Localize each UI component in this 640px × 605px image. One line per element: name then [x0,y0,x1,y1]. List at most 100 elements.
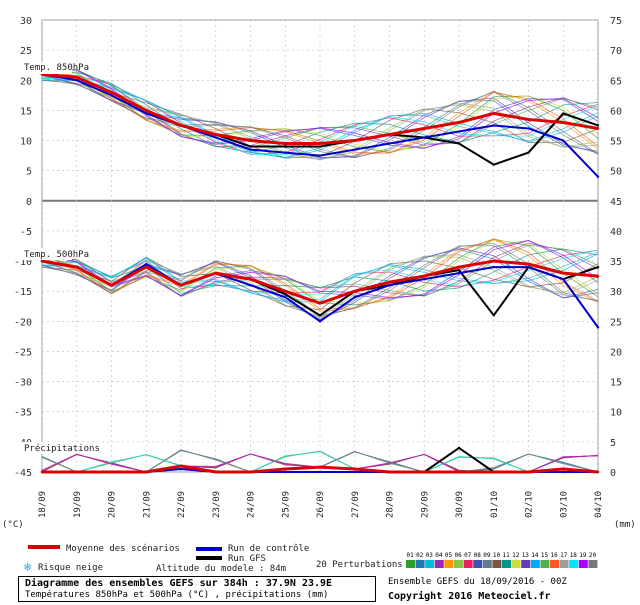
perturb-swatch [569,560,579,568]
left-tick-label: -30 [14,378,32,389]
x-tick-label: 19/09 [73,491,83,518]
t850-control-line-point [596,175,600,178]
t500-gfs-line-point [284,293,287,296]
perturb-number: 05 [445,552,453,559]
perturb-number: 09 [483,552,491,559]
perturb-swatch [434,560,444,568]
t850-control-line-point [145,112,148,115]
left-tick-label: -10 [14,257,32,268]
perturb-swatch [559,560,569,568]
perturbation-t850-line [41,67,599,152]
t850-control-line-point [75,79,78,82]
legend-mean-label: Moyenne des scénarios [66,543,180,554]
x-tick-label: 27/09 [351,491,361,518]
perturb-swatch [530,560,540,568]
t500-control-line-point [353,296,356,299]
t850-control-line-point [353,148,356,151]
t850-control-line-point [284,151,287,154]
perturbation-t850-line [41,79,599,159]
t500-mean-line-point [75,265,78,269]
perturb-swatch [540,560,550,568]
precip_mm-mean-line-point [110,470,113,474]
t500-gfs-line-point [457,268,461,272]
x-tick-label: 29/09 [420,491,430,518]
x-tick-label: 20/09 [108,491,118,518]
t500-control-line-point [457,271,461,275]
t500-mean-line-point [527,262,530,266]
perturb-number: 20 [589,552,597,559]
precip_mm-mean-line-point [318,465,322,469]
legend-gfs-label: Run GFS [228,554,266,564]
perturbation-t850-line [41,74,599,158]
chart-subtitle: Températures 850hPa et 500hPa (°C) , pré… [25,590,329,600]
right-tick-label: 60 [610,106,622,117]
t500-gfs-line-point [596,265,600,269]
t500-control-line-point [527,265,530,269]
perturb-swatch [588,560,598,568]
t850-label: Temp. 850hPa [24,63,89,73]
perturbation-t850-line [41,71,599,153]
t850-mean-line-point [388,133,391,136]
t500-mean-line-point [145,265,148,269]
precip_mm-mean-line-point [284,467,287,471]
perturbation-t850-line [41,76,599,155]
precip_mm-mean-line-point [75,470,78,474]
perturb-swatch [492,560,502,568]
t850-control-line-point [249,148,252,151]
right-tick-label: 35 [610,257,622,268]
precip_mm-mean-line-point [353,467,356,471]
perturb-number: 17 [560,552,568,559]
left-tick-label: -5 [20,227,32,238]
precip-label-bg [2,442,72,454]
left-tick-label: 30 [20,16,32,27]
t850-control-line-point [423,136,426,139]
copyright: Copyright 2016 Meteociel.fr [388,591,551,602]
x-tick-label: 24/09 [247,491,257,518]
perturb-number: 14 [531,552,539,559]
precip_mm-mean-line-point [562,467,565,471]
left-tick-label: -20 [14,317,32,328]
perturb-number: 15 [541,552,549,559]
x-tick-label: 01/10 [490,491,500,518]
snowflake-icon: ❄ [24,560,31,574]
precip_mm-mean-line-point [214,470,217,474]
left-tick-label: 20 [20,76,32,87]
perturb-number: 11 [503,552,511,559]
t500-control-line-point [562,277,565,281]
perturb-swatch [482,560,492,568]
t500-mean-line-point [457,265,461,269]
legend-control-label: Run de contrôle [228,543,309,554]
perturb-number: 03 [426,552,434,559]
perturbation-t850-line [41,70,599,158]
t850-mean-line-point [179,124,183,127]
precip_mm-control-line-point [353,470,356,474]
precip_mm-mean-line-point [596,470,600,474]
left-tick-label: -15 [14,287,32,298]
t850-control-line-point [214,136,217,139]
precip_mm-mean-line-point [249,470,252,474]
precip_mm-mean-line-point [145,470,148,474]
t850-gfs-line-point [562,112,565,115]
t850-mean-line-point [527,118,530,121]
legend-perturb-label: 20 Perturbations [316,560,403,570]
perturb-swatch [454,560,463,568]
precip_mm-gfs-line-point [457,446,461,450]
chart-title: Diagramme des ensembles GEFS sur 384h : … [25,578,333,589]
perturb-swatch [463,560,473,568]
x-tick-label: 04/10 [594,491,604,518]
right-tick-label: 15 [610,378,622,389]
t850-gfs-line-point [249,145,252,148]
t850-mean-line-point [145,109,148,112]
t500-mean-line-point [388,280,391,284]
left-tick-label: 5 [26,167,32,178]
right-tick-label: 10 [610,408,622,419]
x-tick-label: 23/09 [212,491,222,518]
t500-control-line-point [423,277,426,281]
t850-control-line-point [318,154,322,157]
x-tick-label: 28/09 [386,491,396,518]
t850-gfs-line-point [457,142,461,145]
t500-control-line-point [249,283,252,287]
t850-mean-line-point [318,142,322,145]
t850-label-bg [2,62,72,74]
